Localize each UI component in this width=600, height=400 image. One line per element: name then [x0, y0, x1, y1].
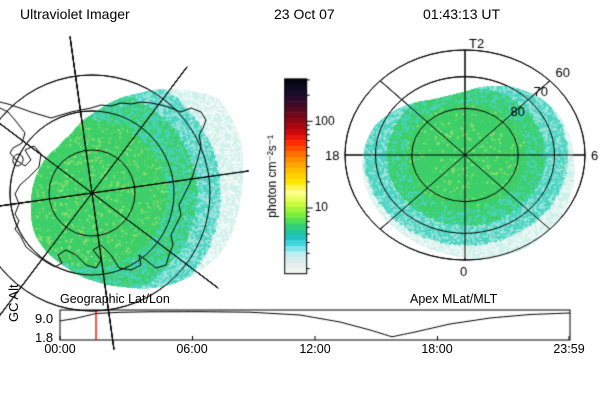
- svg-text:01:43:13 UT: 01:43:13 UT: [423, 6, 500, 22]
- svg-text:GC Alt: GC Alt: [6, 284, 21, 322]
- svg-text:06:00: 06:00: [176, 342, 207, 356]
- svg-text:00:00: 00:00: [44, 342, 75, 356]
- svg-text:Ultraviolet Imager: Ultraviolet Imager: [20, 6, 130, 22]
- svg-text:23 Oct 07: 23 Oct 07: [274, 6, 335, 22]
- svg-text:12:00: 12:00: [299, 342, 330, 356]
- svg-text:Geographic Lat/Lon: Geographic Lat/Lon: [60, 292, 170, 306]
- svg-text:Apex MLat/MLT: Apex MLat/MLT: [410, 292, 498, 306]
- svg-text:18:00: 18:00: [421, 342, 452, 356]
- svg-text:9.0: 9.0: [35, 311, 53, 326]
- svg-text:23:59: 23:59: [553, 342, 584, 356]
